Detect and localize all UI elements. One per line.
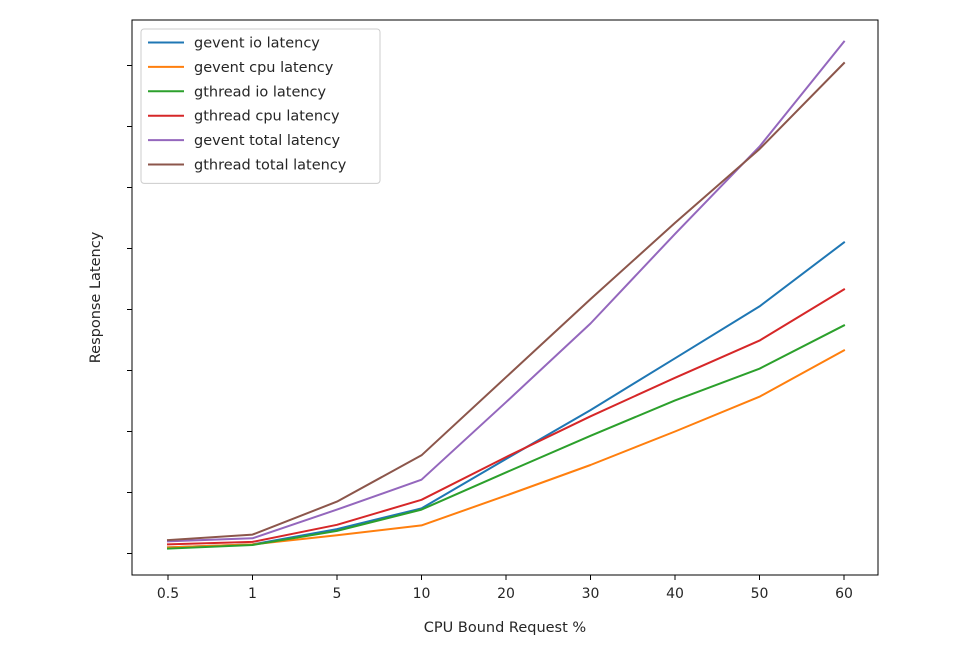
plot-frame — [131, 19, 879, 576]
series-line-gthread-io-latency — [166, 324, 846, 550]
x-tick-label: 5 — [333, 586, 342, 602]
series-line-gevent-io-latency — [166, 240, 846, 549]
axes: 0.5 1 5 10 20 30 40 50 60 — [127, 19, 879, 602]
x-tick-label: 1 — [248, 586, 257, 602]
x-axis-label: CPU Bound Request % — [424, 620, 586, 636]
series-line-gthread-cpu-latency — [166, 288, 846, 546]
x-tick-label: 50 — [751, 586, 769, 602]
legend: gevent io latency gevent cpu latency gthre… — [140, 28, 381, 184]
plot-area — [166, 40, 846, 550]
x-tick-label: 0.5 — [157, 586, 179, 602]
x-tick-label: 40 — [666, 586, 684, 602]
series-line-gevent-cpu-latency — [166, 349, 846, 549]
legend-entry-label: gevent cpu latency — [194, 60, 334, 76]
x-tick-label: 60 — [835, 586, 853, 602]
legend-entry-label: gevent total latency — [194, 133, 341, 149]
series-line-gthread-total-latency — [166, 61, 846, 542]
x-tick-label: 10 — [413, 586, 431, 602]
x-tick-label: 20 — [497, 586, 515, 602]
x-tick-label: 30 — [582, 586, 600, 602]
series-line-gevent-total-latency — [166, 40, 846, 543]
y-axis-label: Response Latency — [88, 231, 104, 363]
legend-box — [140, 28, 381, 184]
legend-entry-label: gthread cpu latency — [194, 109, 340, 125]
legend-entry-label: gevent io latency — [194, 36, 320, 52]
legend-entry-label: gthread io latency — [194, 84, 327, 100]
legend-entry-label: gthread total latency — [194, 158, 347, 174]
